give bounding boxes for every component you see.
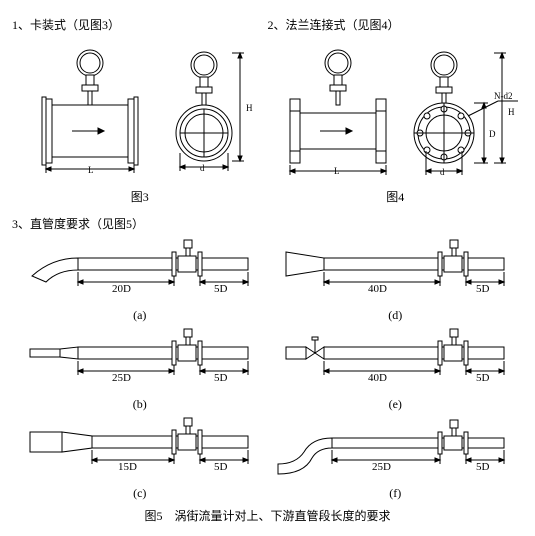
pipe-d-down: 5D <box>476 283 490 295</box>
pipe-c-sub: (c) <box>12 486 268 501</box>
pipe-row-2: 25D 5D (b) <box>12 327 523 412</box>
pipe-f-sub: (f) <box>268 486 524 501</box>
figure-5-caption: 图5 涡街流量计对上、下游直管段长度的要求 <box>12 507 523 524</box>
pipe-row-1: 20D 5D (a) <box>12 238 523 323</box>
pipe-a-up: 20D <box>112 283 131 295</box>
dim-H-2: H <box>508 107 515 117</box>
dim-L-2: L <box>334 166 340 176</box>
dim-d: d <box>200 163 205 173</box>
pipe-a: 20D 5D (a) <box>12 238 268 323</box>
pipe-c-down: 5D <box>214 461 228 473</box>
pipe-c: 15D 5D (c) <box>12 416 268 501</box>
section-1: 1、卡装式（见图3） <box>12 12 268 205</box>
figure-3-caption: 图3 <box>12 188 268 205</box>
pipe-row-3: 15D 5D (c) <box>12 416 523 501</box>
figure-5: 20D 5D (a) <box>12 238 523 501</box>
pipe-c-up: 15D <box>118 461 137 473</box>
section-2: 2、法兰连接式（见图4） <box>268 12 524 205</box>
section-1-label: 1、卡装式（见图3） <box>12 16 268 33</box>
pipe-b-down: 5D <box>214 372 228 384</box>
pipe-e-down: 5D <box>476 372 490 384</box>
pipe-b-sub: (b) <box>12 397 268 412</box>
dim-D: D <box>489 129 496 139</box>
pipe-f-down: 5D <box>476 461 490 473</box>
figure-4: L <box>268 39 518 184</box>
pipe-d: 40D 5D (d) <box>268 238 524 323</box>
section-3-label: 3、直管度要求（见图5） <box>12 215 523 232</box>
dim-L: L <box>88 165 94 175</box>
pipe-b-up: 25D <box>112 372 131 384</box>
pipe-b: 25D 5D (b) <box>12 327 268 412</box>
figure-3: L <box>12 39 262 184</box>
figure-4-caption: 图4 <box>268 188 524 205</box>
pipe-d-up: 40D <box>368 283 387 295</box>
pipe-a-sub: (a) <box>12 308 268 323</box>
pipe-f: 25D 5D (f) <box>268 416 524 501</box>
top-row: 1、卡装式（见图3） <box>12 12 523 205</box>
pipe-e-sub: (e) <box>268 397 524 412</box>
pipe-a-down: 5D <box>214 283 228 295</box>
dim-H: H <box>246 103 253 113</box>
dim-d-2: d <box>440 167 445 177</box>
note-nd2: N-d2 <box>494 91 513 101</box>
section-2-label: 2、法兰连接式（见图4） <box>268 16 524 33</box>
pipe-d-sub: (d) <box>268 308 524 323</box>
pipe-e: 40D 5D (e) <box>268 327 524 412</box>
pipe-f-up: 25D <box>372 461 391 473</box>
pipe-e-up: 40D <box>368 372 387 384</box>
